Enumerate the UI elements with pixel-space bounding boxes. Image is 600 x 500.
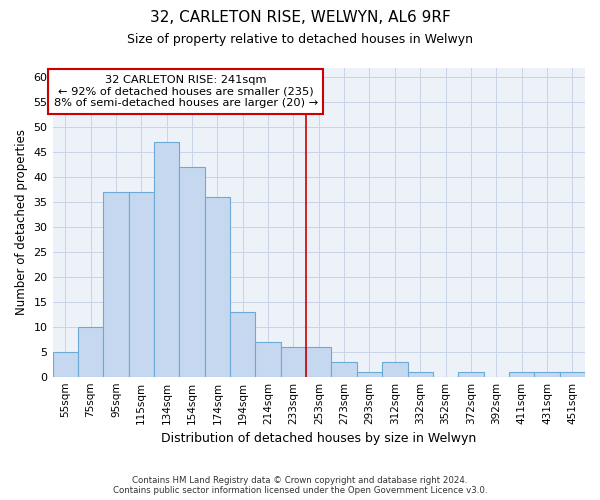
Text: Size of property relative to detached houses in Welwyn: Size of property relative to detached ho…	[127, 32, 473, 46]
Bar	[230, 312, 256, 376]
Bar	[560, 372, 585, 376]
Bar	[382, 362, 407, 376]
Bar	[281, 347, 306, 376]
Bar	[509, 372, 534, 376]
Bar	[128, 192, 154, 376]
Bar	[78, 327, 103, 376]
Bar	[154, 142, 179, 376]
Bar	[458, 372, 484, 376]
X-axis label: Distribution of detached houses by size in Welwyn: Distribution of detached houses by size …	[161, 432, 476, 445]
Bar	[331, 362, 357, 376]
Bar	[256, 342, 281, 376]
Bar	[205, 197, 230, 376]
Text: Contains HM Land Registry data © Crown copyright and database right 2024.
Contai: Contains HM Land Registry data © Crown c…	[113, 476, 487, 495]
Text: 32, CARLETON RISE, WELWYN, AL6 9RF: 32, CARLETON RISE, WELWYN, AL6 9RF	[149, 10, 451, 25]
Bar	[306, 347, 331, 376]
Text: 32 CARLETON RISE: 241sqm
← 92% of detached houses are smaller (235)
8% of semi-d: 32 CARLETON RISE: 241sqm ← 92% of detach…	[53, 75, 318, 108]
Bar	[103, 192, 128, 376]
Bar	[53, 352, 78, 376]
Bar	[407, 372, 433, 376]
Bar	[357, 372, 382, 376]
Bar	[179, 167, 205, 376]
Y-axis label: Number of detached properties: Number of detached properties	[15, 129, 28, 315]
Bar	[534, 372, 560, 376]
